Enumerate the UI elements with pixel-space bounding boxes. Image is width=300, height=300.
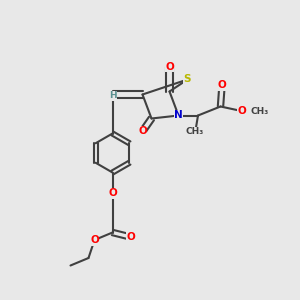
Text: O: O bbox=[126, 232, 135, 242]
Text: CH₃: CH₃ bbox=[250, 106, 269, 116]
Text: H: H bbox=[109, 92, 116, 100]
Text: S: S bbox=[184, 74, 191, 85]
Text: O: O bbox=[90, 235, 99, 245]
Text: O: O bbox=[218, 80, 226, 91]
Text: O: O bbox=[165, 61, 174, 72]
Text: O: O bbox=[138, 126, 147, 136]
Text: CH₃: CH₃ bbox=[186, 128, 204, 136]
Text: O: O bbox=[108, 188, 117, 199]
Text: O: O bbox=[237, 106, 246, 116]
Text: N: N bbox=[174, 110, 183, 121]
